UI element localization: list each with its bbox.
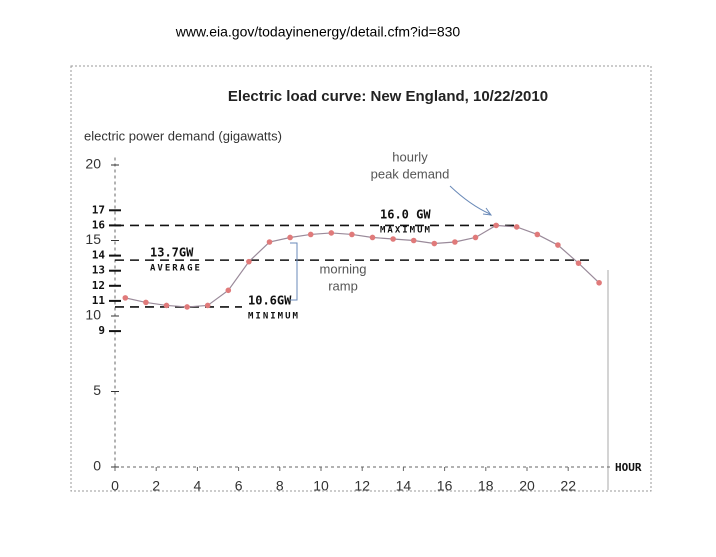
reference-note: MINIMUM <box>248 312 300 322</box>
y-axis-label: electric power demand (gigawatts) <box>84 128 282 143</box>
y-tick-label: 0 <box>93 458 101 474</box>
data-point <box>452 239 458 245</box>
data-point <box>534 231 541 238</box>
x-tick-label: 12 <box>354 478 370 494</box>
data-point <box>431 240 438 247</box>
data-point <box>163 302 170 309</box>
data-point <box>246 258 252 265</box>
chart-title: Electric load curve: New England, 10/22/… <box>228 88 548 105</box>
x-tick-label: 22 <box>560 478 576 494</box>
data-point <box>513 224 520 230</box>
data-point <box>596 279 602 286</box>
annotation: morning <box>320 261 367 276</box>
data-point <box>184 304 190 310</box>
x-tick-label: 4 <box>194 478 202 494</box>
ramp-bracket <box>290 242 298 301</box>
data-point <box>410 237 417 244</box>
y-tick-label: 20 <box>85 156 101 172</box>
data-point <box>328 230 335 236</box>
reference-note: MAXIMUM <box>380 226 432 236</box>
data-point <box>575 260 582 266</box>
reference-label: 10.6GW <box>248 294 292 308</box>
x-tick-label: 16 <box>437 478 453 494</box>
y-tick-label: 16 <box>92 218 106 231</box>
annotation-arrow <box>449 185 493 216</box>
data-point <box>143 299 149 306</box>
data-point <box>555 242 561 248</box>
data-point <box>266 239 273 245</box>
y-tick-label: 15 <box>85 231 101 247</box>
x-tick-label: 14 <box>396 478 412 494</box>
data-point <box>287 234 293 241</box>
source-url: www.eia.gov/todayinenergy/detail.cfm?id=… <box>175 24 461 40</box>
y-tick-label: 12 <box>92 279 105 292</box>
y-tick-label: 13 <box>92 264 105 277</box>
data-point <box>307 231 314 238</box>
y-tick-label: 17 <box>92 203 105 216</box>
data-point <box>225 287 232 294</box>
x-tick-label: 18 <box>478 478 494 494</box>
y-tick-label: 10 <box>85 307 101 323</box>
annotation: ramp <box>328 278 358 293</box>
data-point <box>369 234 376 241</box>
y-tick-label: 9 <box>98 324 105 337</box>
x-tick-label: 10 <box>313 478 329 494</box>
annotation: hourly <box>392 149 428 164</box>
frame <box>70 65 652 492</box>
x-tick-label: 6 <box>235 478 243 494</box>
x-tick-label: 0 <box>111 478 119 494</box>
reference-note: AVERAGE <box>150 264 202 274</box>
y-tick-label: 5 <box>93 382 101 398</box>
series-line <box>125 224 600 308</box>
data-point <box>204 302 211 309</box>
data-point <box>349 231 355 238</box>
y-tick-label: 14 <box>92 249 106 262</box>
x-tick-label: 8 <box>276 478 284 494</box>
y-tick-label: 11 <box>92 294 106 307</box>
data-point <box>493 222 499 229</box>
x-axis-label: HOUR <box>615 461 642 474</box>
x-tick-label: 2 <box>152 478 160 494</box>
reference-label: 16.0 GW <box>380 208 431 222</box>
reference-label: 13.7GW <box>150 246 194 260</box>
data-point <box>122 295 129 301</box>
data-point <box>472 234 479 241</box>
x-tick-label: 20 <box>519 478 535 494</box>
annotation: peak demand <box>371 166 450 181</box>
data-point <box>390 236 396 242</box>
